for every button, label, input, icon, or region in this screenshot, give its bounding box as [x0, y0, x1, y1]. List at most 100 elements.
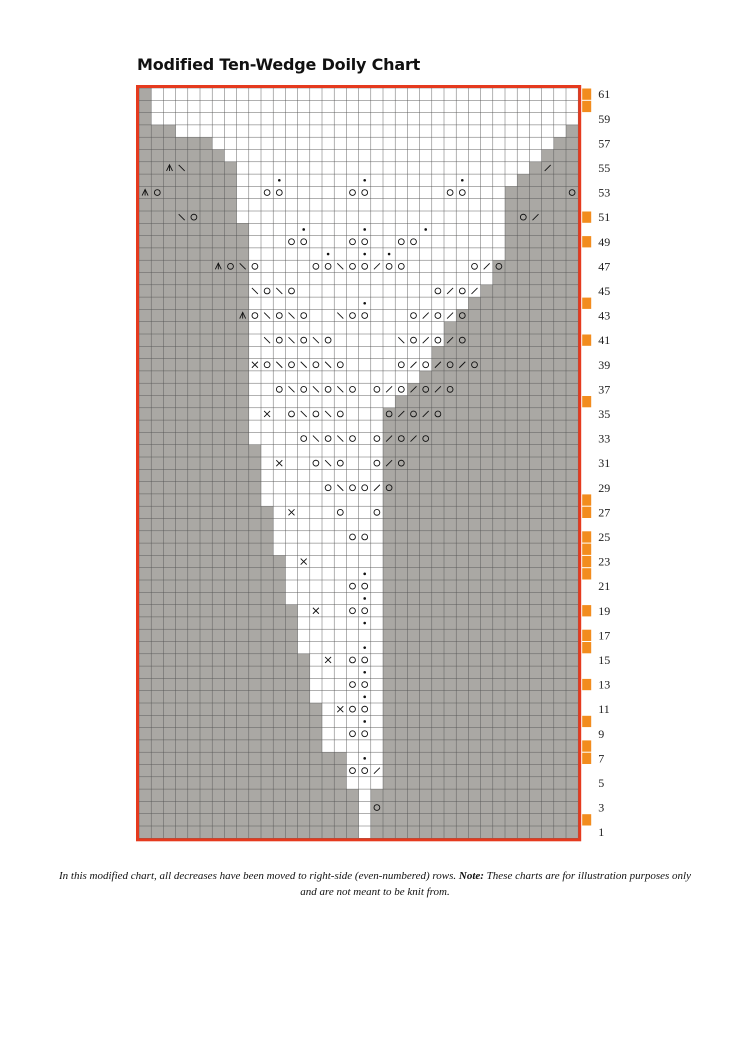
stitch-row-1: [358, 826, 371, 839]
yarn-over-symbol: [336, 508, 344, 516]
stitch-symbol: [324, 656, 332, 664]
stitch-row-49: [248, 235, 506, 248]
stitch-symbol: [373, 263, 381, 270]
stitch-row-18: [297, 616, 383, 630]
stitch-symbol: [275, 459, 283, 467]
yarn-over-symbol: [349, 312, 356, 319]
row-label: 3: [598, 801, 604, 815]
yarn-over-symbol: [373, 386, 381, 393]
row-label: 29: [598, 481, 610, 495]
k2tog-symbol: [397, 410, 405, 418]
stitch-symbol: [336, 410, 344, 418]
row-marker: [582, 396, 592, 408]
ssk-symbol: [239, 263, 247, 270]
stitch-symbol: [300, 312, 308, 319]
yarn-over-symbol: [361, 189, 369, 196]
stitch-symbol: [278, 178, 281, 182]
stitch-symbol: [349, 730, 356, 738]
stitch-symbol: [446, 312, 454, 319]
ssk-symbol: [288, 312, 295, 319]
stitch-symbol: [300, 238, 308, 246]
bead-dot-symbol: [363, 252, 367, 256]
stitch-symbol: [458, 189, 466, 196]
stitch-symbol: [288, 509, 295, 516]
caption-note-label: Note:: [458, 870, 484, 882]
stitch-row-35: [248, 407, 383, 421]
stitch-row-16: [297, 641, 383, 654]
stitch-symbol: [446, 189, 454, 196]
stitch-symbol: [141, 188, 149, 196]
yarn-over-symbol: [251, 263, 259, 270]
stitch-symbol: [251, 361, 259, 369]
yarn-over-symbol: [458, 336, 466, 344]
yarn-over-symbol: [300, 238, 308, 246]
stitch-row-50: [248, 223, 506, 236]
stitch-symbol: [471, 361, 478, 369]
row-label: 27: [598, 505, 610, 519]
stitch-symbol: [434, 386, 442, 393]
yarn-over-symbol: [410, 312, 417, 319]
stitch-symbol: [363, 621, 367, 625]
knitting-chart: 6159575553514947454341393735333129272523…: [136, 85, 610, 842]
stitch-symbol: [363, 646, 367, 649]
row-label: 47: [598, 259, 610, 273]
stitch-symbol: [532, 213, 539, 221]
row-marker: [582, 211, 592, 223]
row-label: 19: [598, 604, 610, 618]
k2tog-symbol: [373, 263, 381, 270]
stitch-symbol: [251, 287, 259, 295]
stitch-symbol: [446, 287, 454, 295]
row-marker: [582, 236, 592, 248]
stitch-symbol: [361, 189, 369, 196]
yarn-over-symbol: [300, 435, 308, 442]
yarn-over-symbol: [190, 213, 198, 221]
yarn-over-symbol: [300, 386, 308, 393]
yarn-over-symbol: [397, 435, 405, 442]
ssk-symbol: [324, 459, 332, 467]
row-label: 35: [598, 407, 610, 421]
stitch-symbol: [434, 410, 442, 418]
yarn-over-symbol: [300, 336, 308, 344]
yarn-over-symbol: [446, 361, 454, 369]
stitch-symbol: [288, 287, 295, 295]
row-label: 37: [598, 382, 610, 396]
bead-dot-symbol: [363, 228, 367, 231]
stitch-row-6: [346, 764, 383, 777]
ssk-symbol: [288, 336, 295, 344]
stitch-row-48: [248, 247, 506, 261]
stitch-symbol: [361, 705, 369, 713]
stitch-symbol: [385, 263, 393, 270]
stitch-symbol: [361, 238, 369, 246]
yarn-over-symbol: [495, 263, 503, 270]
stitch-symbol: [397, 386, 405, 393]
stitch-symbol: [336, 484, 344, 492]
k2tog-symbol: [422, 312, 430, 319]
cdd-symbol-b: [288, 509, 295, 516]
stitch-row-17: [297, 629, 383, 642]
ssk-symbol: [336, 484, 344, 492]
stitch-symbol: [568, 189, 576, 196]
yarn-over-symbol: [385, 484, 393, 492]
stitch-row-61: [151, 88, 579, 101]
stitch-row-10: [322, 715, 383, 728]
row-label: 57: [598, 136, 610, 150]
row-label: 61: [598, 87, 610, 101]
stitch-symbol: [349, 435, 356, 442]
row-label: 59: [598, 112, 610, 126]
stitch-symbol: [336, 705, 344, 713]
stitch-symbol: [385, 386, 393, 393]
stitch-symbol: [251, 312, 259, 319]
chart-border: [136, 85, 582, 842]
yarn-over-symbol: [336, 361, 344, 369]
stitch-symbol: [397, 435, 405, 442]
yarn-over-symbol: [434, 287, 442, 295]
stitch-symbol: [434, 312, 442, 319]
stitch-symbol: [458, 312, 466, 319]
row-label: 55: [598, 161, 610, 175]
yarn-over-symbol: [251, 312, 259, 319]
yarn-over-symbol: [336, 459, 344, 467]
stitch-symbol: [363, 301, 367, 305]
k2tog-symbol: [446, 287, 454, 295]
stitch-symbol: [363, 178, 367, 182]
caption-text: In this modified chart, all decreases ha…: [59, 870, 457, 882]
